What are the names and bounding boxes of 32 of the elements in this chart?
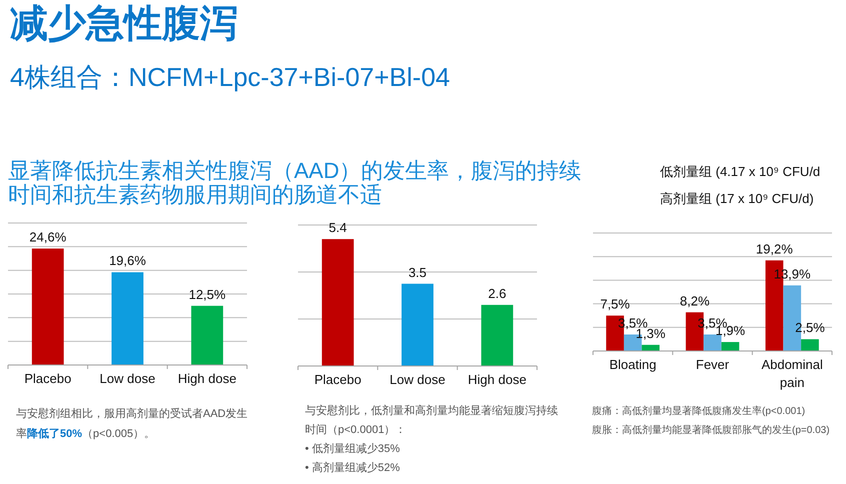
data-label: 5.4 <box>328 220 347 236</box>
data-label: 12,5% <box>188 286 226 302</box>
data-label: 24,6% <box>29 230 67 245</box>
x-tick-label: High dose <box>468 372 526 387</box>
x-tick-label: High dose <box>178 371 236 386</box>
data-label: 19,6% <box>109 253 146 268</box>
text: 与安慰剂比，低剂量和高剂量均能显著缩短腹泻持续时间（p<0.0001）： <box>305 404 559 438</box>
x-tick-label: Low dose <box>100 371 156 386</box>
x-tick-label: Low dose <box>390 372 446 387</box>
text: • 低剂量组减少35% <box>305 442 401 457</box>
text: 显著降低抗生素相关性腹泻（AAD）的发生率，腹泻的持续时间和抗生素药物服用期间的肠道不适 <box>8 158 582 207</box>
text: 腹胀：高低剂量均能显著降低腹部胀气的发生(p=0.03) <box>592 424 831 438</box>
data-label: 3.5 <box>408 264 427 280</box>
data-label: 19,2% <box>756 241 794 256</box>
bar <box>721 342 740 351</box>
text: 4株组合：NCFM+Lpc-37+Bi-07+Bl-04 <box>10 61 450 93</box>
x-tick-label: Abdominal pain <box>761 357 823 390</box>
x-tick-label: Bloating <box>609 357 656 372</box>
text: 高剂量组 (17 x 10⁹ CFU/d) <box>660 190 814 208</box>
x-tick-label: Placebo <box>24 371 72 386</box>
x-tick-label: Fever <box>696 357 730 372</box>
data-label: 8,2% <box>680 293 710 308</box>
text: 与安慰剂组相比，服用高剂量的受试者AAD发生率降低了50%（p<0.005）。 <box>16 406 248 442</box>
data-label: 2.6 <box>488 286 506 301</box>
bar <box>642 344 660 351</box>
text: • 高剂量组减少52% <box>305 460 401 476</box>
data-label: 7,5% <box>600 296 630 312</box>
text: 减少急性腹泻 <box>10 2 238 46</box>
bar <box>801 339 819 351</box>
x-tick-label: Placebo <box>314 372 362 387</box>
text: 低剂量组 (4.17 x 10⁹ CFU/d <box>660 163 820 181</box>
text: 腹痛：高低剂量均显著降低腹痛发生率(p<0.001) <box>592 404 806 419</box>
